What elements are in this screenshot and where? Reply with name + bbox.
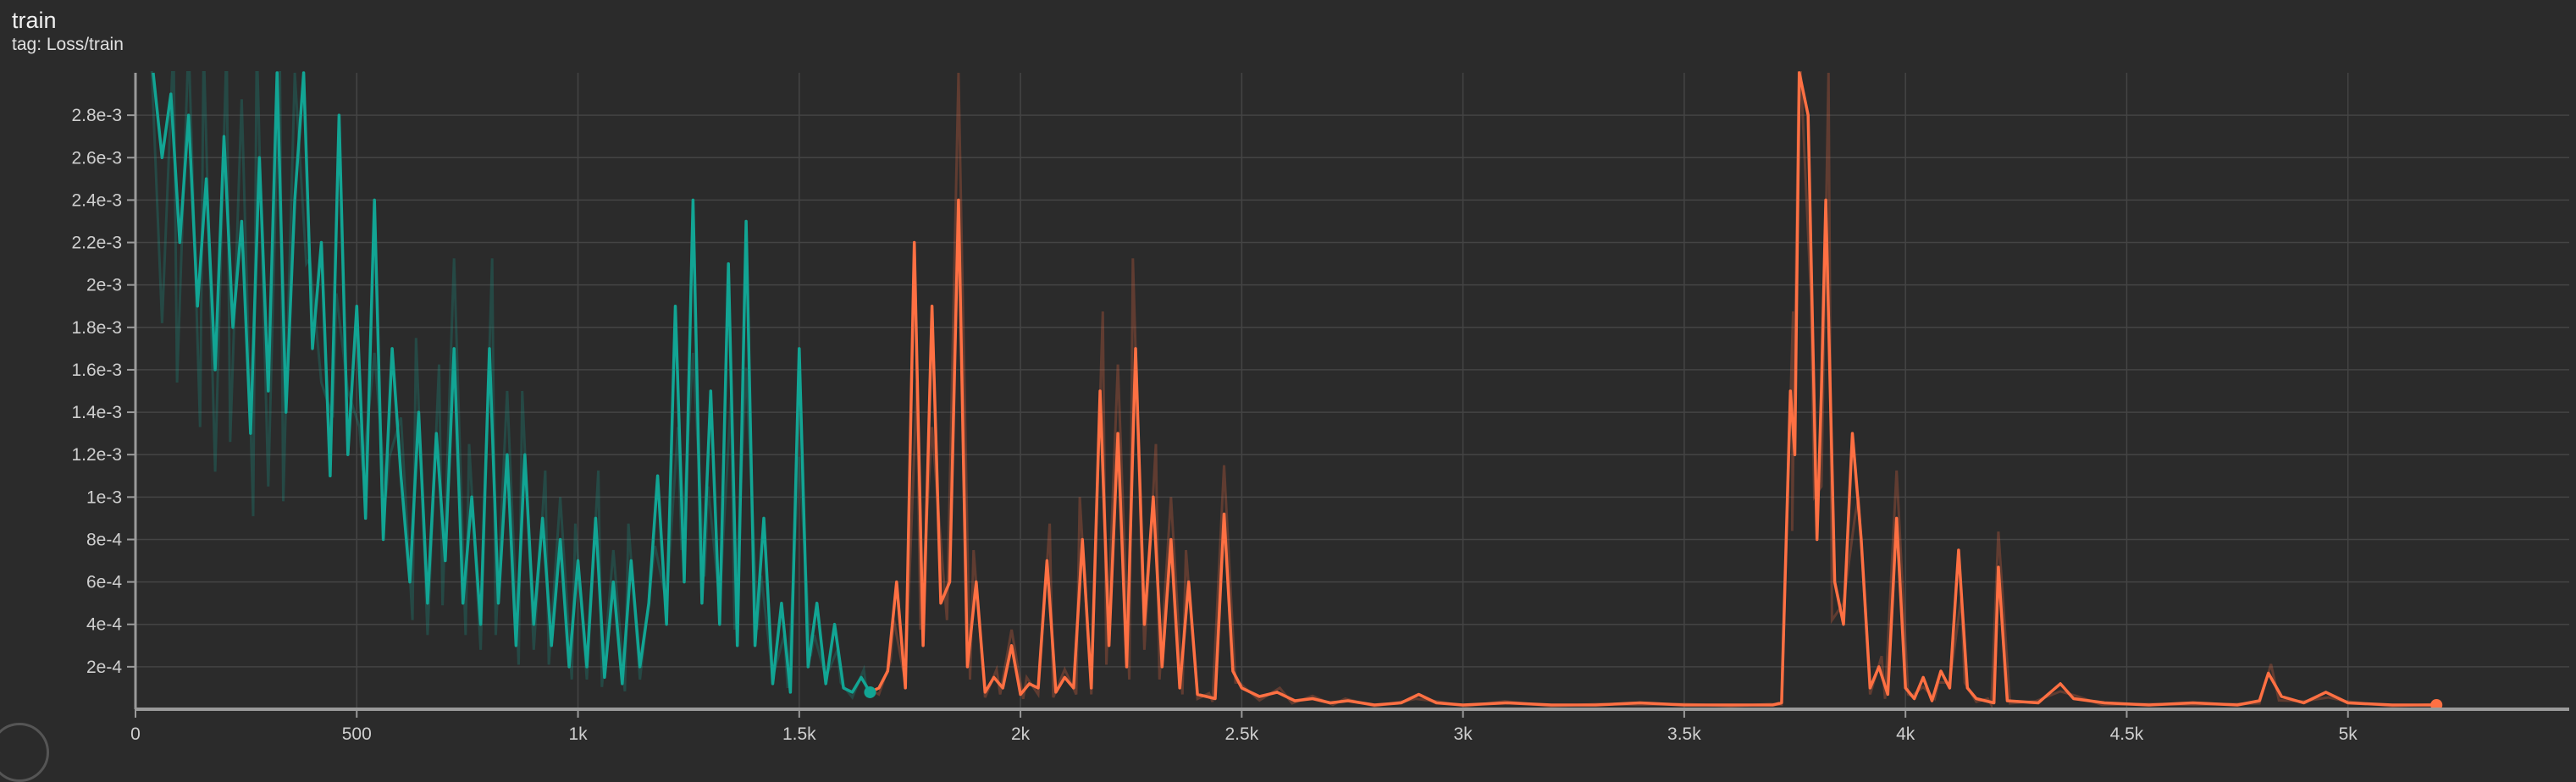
x-tick-label: 1k [568, 724, 588, 744]
x-tick-label: 4.5k [2110, 724, 2144, 744]
y-tick-label: 2e-3 [86, 276, 122, 295]
x-tick-label: 3.5k [1667, 724, 1701, 744]
y-tick-label: 1.4e-3 [71, 403, 122, 422]
chart-card-header: train tag: Loss/train [12, 7, 124, 56]
y-tick-label: 1.6e-3 [71, 361, 122, 380]
y-tick-label: 2.8e-3 [71, 106, 122, 125]
series-0-line [152, 71, 871, 694]
grid-lines [135, 73, 2569, 709]
series-1-line [869, 71, 2437, 707]
x-tick-label: 3k [1454, 724, 1473, 744]
series-group [150, 71, 2440, 709]
y-tick-label: 1.8e-3 [71, 318, 122, 338]
x-tick-label: 5k [2339, 724, 2358, 744]
y-tick-label: 2e-4 [86, 658, 122, 677]
x-tick-label: 1.5k [782, 724, 816, 744]
x-tick-label: 2.5k [1225, 724, 1259, 744]
y-tick-label: 2.2e-3 [71, 234, 122, 253]
loss-line-chart[interactable]: 2e-4 4e-4 6e-4 8e-4 1e-3 1.2e-3 1.4e-3 1.6e-3 1.… [0, 0, 2576, 753]
y-tick-label: 2.4e-3 [71, 190, 122, 210]
y-tick-label: 1e-3 [86, 487, 122, 507]
series-1-raw-line [866, 71, 2440, 709]
x-tick-label: 500 [342, 724, 372, 744]
y-tick-label: 4e-4 [86, 615, 122, 635]
x-tick-label: 4k [1896, 724, 1915, 744]
series-0-end-point [864, 686, 876, 698]
y-tick-label: 8e-4 [86, 530, 122, 549]
y-tick-label: 2.6e-3 [71, 148, 122, 168]
y-tick-label: 6e-4 [86, 573, 122, 592]
y-tick-label: 1.2e-3 [71, 445, 122, 465]
x-tick-label: 2k [1011, 724, 1031, 744]
x-tick-label: 0 [130, 724, 141, 744]
chart-title: train [12, 8, 57, 33]
chart-tag: tag: Loss/train [12, 35, 124, 54]
